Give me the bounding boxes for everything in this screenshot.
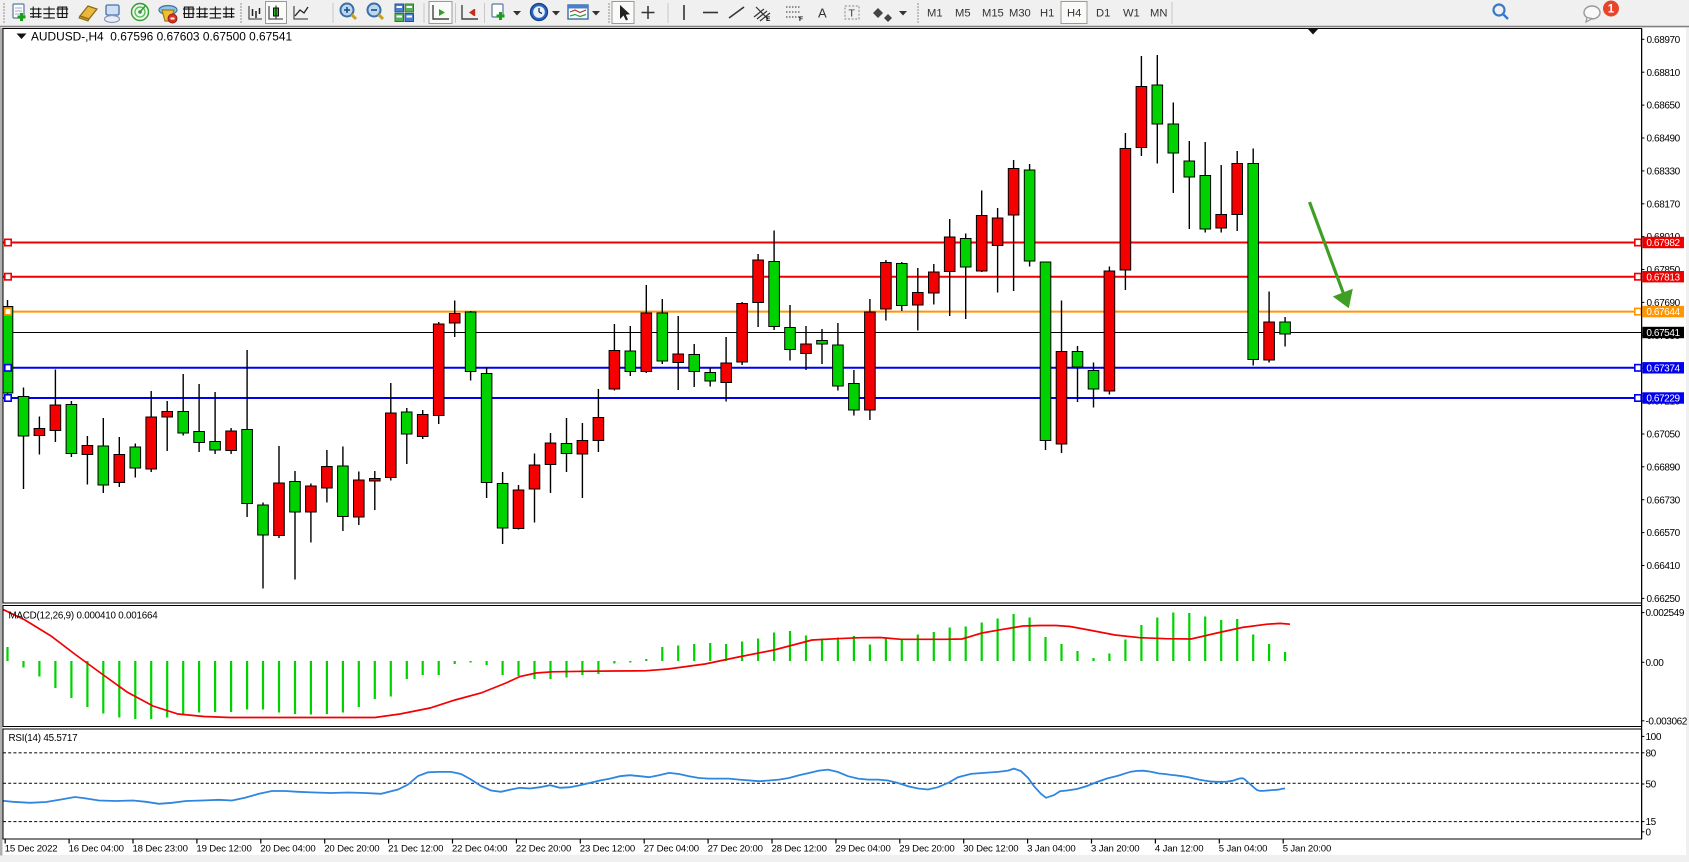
svg-text:M15: M15	[982, 8, 1004, 20]
svg-text:0.67850: 0.67850	[1647, 265, 1681, 276]
svg-text:T: T	[849, 8, 856, 20]
svg-text:RSI(14) 45.5717: RSI(14) 45.5717	[9, 733, 78, 744]
svg-text:M5: M5	[955, 8, 971, 20]
svg-text:0.68810: 0.68810	[1647, 68, 1681, 79]
svg-text:5 Jan 20:00: 5 Jan 20:00	[1283, 844, 1332, 855]
svg-text:19 Dec 12:00: 19 Dec 12:00	[196, 844, 251, 855]
svg-text:5 Jan 04:00: 5 Jan 04:00	[1219, 844, 1268, 855]
svg-text:D1: D1	[1096, 8, 1110, 20]
svg-text:0.66730: 0.66730	[1647, 495, 1681, 506]
svg-text:0.66250: 0.66250	[1647, 594, 1681, 605]
svg-text:22 Dec 20:00: 22 Dec 20:00	[516, 844, 571, 855]
svg-text:3 Jan 04:00: 3 Jan 04:00	[1027, 844, 1076, 855]
svg-text:W1: W1	[1123, 8, 1140, 20]
svg-text:M30: M30	[1009, 8, 1031, 20]
svg-text:A: A	[818, 6, 827, 21]
svg-text:0.66410: 0.66410	[1647, 561, 1681, 572]
svg-text:21 Dec 12:00: 21 Dec 12:00	[388, 844, 443, 855]
svg-text:H1: H1	[1040, 8, 1054, 20]
svg-text:0.67813: 0.67813	[1646, 272, 1680, 283]
svg-text:29 Dec 20:00: 29 Dec 20:00	[899, 844, 954, 855]
svg-text:27 Dec 04:00: 27 Dec 04:00	[644, 844, 699, 855]
svg-text:0.68170: 0.68170	[1647, 199, 1681, 210]
svg-text:4 Jan 12:00: 4 Jan 12:00	[1155, 844, 1204, 855]
svg-text:80: 80	[1646, 748, 1657, 759]
svg-text:27 Dec 20:00: 27 Dec 20:00	[708, 844, 763, 855]
svg-text:30 Dec 12:00: 30 Dec 12:00	[963, 844, 1018, 855]
svg-text:0.66890: 0.66890	[1647, 462, 1681, 473]
svg-text:1: 1	[1608, 4, 1615, 16]
svg-text:22 Dec 04:00: 22 Dec 04:00	[452, 844, 507, 855]
svg-text:0.67982: 0.67982	[1646, 238, 1680, 249]
svg-text:E: E	[766, 16, 771, 23]
svg-text:0.00: 0.00	[1646, 658, 1665, 669]
svg-text:0.67541: 0.67541	[1646, 328, 1680, 339]
svg-text:0.68490: 0.68490	[1647, 134, 1681, 145]
svg-text:20 Dec 04:00: 20 Dec 04:00	[260, 844, 315, 855]
svg-text:MN: MN	[1150, 8, 1167, 20]
svg-text:M1: M1	[927, 8, 943, 20]
svg-text:0: 0	[1646, 827, 1652, 838]
svg-text:0.68970: 0.68970	[1647, 35, 1681, 46]
svg-text:3 Jan 20:00: 3 Jan 20:00	[1091, 844, 1140, 855]
svg-text:0.67644: 0.67644	[1646, 307, 1680, 318]
svg-text:-0.003062: -0.003062	[1646, 716, 1688, 727]
svg-text:100: 100	[1646, 732, 1662, 743]
svg-text:16 Dec 04:00: 16 Dec 04:00	[69, 844, 124, 855]
svg-text:0.66570: 0.66570	[1647, 528, 1681, 539]
svg-text:0.002549: 0.002549	[1646, 608, 1685, 619]
svg-text:23 Dec 12:00: 23 Dec 12:00	[580, 844, 635, 855]
svg-text:0.67374: 0.67374	[1646, 363, 1680, 374]
svg-text:F: F	[799, 16, 803, 23]
svg-text:18 Dec 23:00: 18 Dec 23:00	[133, 844, 188, 855]
svg-text:H4: H4	[1067, 8, 1081, 20]
svg-text:28 Dec 12:00: 28 Dec 12:00	[772, 844, 827, 855]
svg-text:0.67050: 0.67050	[1647, 430, 1681, 441]
svg-text:15: 15	[1646, 817, 1657, 828]
svg-text:0.67229: 0.67229	[1646, 394, 1680, 405]
svg-text:50: 50	[1646, 780, 1657, 791]
svg-text:0.68330: 0.68330	[1647, 167, 1681, 178]
svg-text:29 Dec 04:00: 29 Dec 04:00	[835, 844, 890, 855]
svg-text:AUDUSD-,H4 0.67596 0.67603 0.: AUDUSD-,H4 0.67596 0.67603 0.67500 0.675…	[31, 30, 293, 44]
svg-text:20 Dec 20:00: 20 Dec 20:00	[324, 844, 379, 855]
svg-text:15 Dec 2022: 15 Dec 2022	[5, 844, 58, 855]
svg-text:0.67690: 0.67690	[1647, 298, 1681, 309]
svg-text:0.68650: 0.68650	[1647, 101, 1681, 112]
svg-text:MACD(12,26,9) 0.000410 0.00166: MACD(12,26,9) 0.000410 0.001664	[9, 611, 159, 622]
